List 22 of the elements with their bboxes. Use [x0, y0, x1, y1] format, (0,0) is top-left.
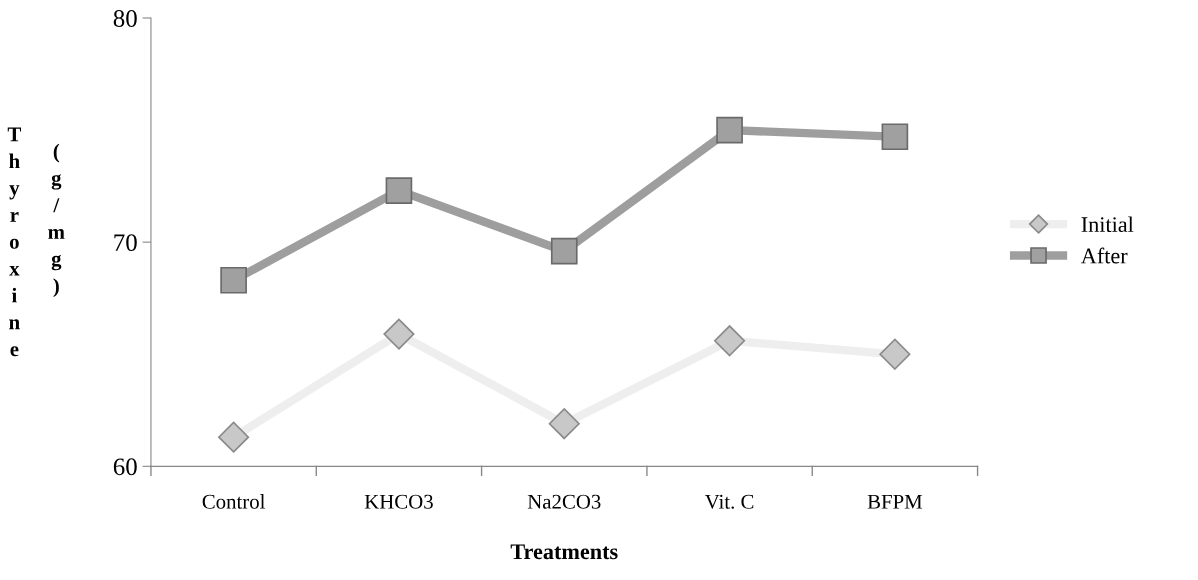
x-tick-label: BFPM — [867, 494, 923, 509]
x-tick-label: Vit. C — [704, 494, 754, 509]
y-tick-label: 70 — [114, 234, 137, 252]
x-axis-title: Treatments — [510, 544, 618, 560]
x-tick-label: KHCO3 — [364, 494, 433, 509]
point — [385, 177, 413, 204]
point — [220, 266, 247, 294]
point — [548, 408, 580, 440]
point — [879, 338, 911, 370]
text: Thyroxine (g/mg) — [7, 127, 65, 357]
point — [716, 116, 743, 144]
x-tick-label: Na2CO3 — [527, 494, 601, 509]
point — [550, 237, 578, 265]
point — [881, 123, 909, 151]
point — [383, 318, 415, 350]
point — [714, 325, 746, 357]
legend-label: After — [1080, 247, 1128, 264]
x-tick-label: Control — [202, 494, 266, 509]
legend-label: Initial — [1081, 216, 1134, 233]
y-tick-label: 60 — [113, 458, 137, 476]
point — [218, 421, 250, 453]
y-tick-label: 80 — [113, 10, 137, 27]
